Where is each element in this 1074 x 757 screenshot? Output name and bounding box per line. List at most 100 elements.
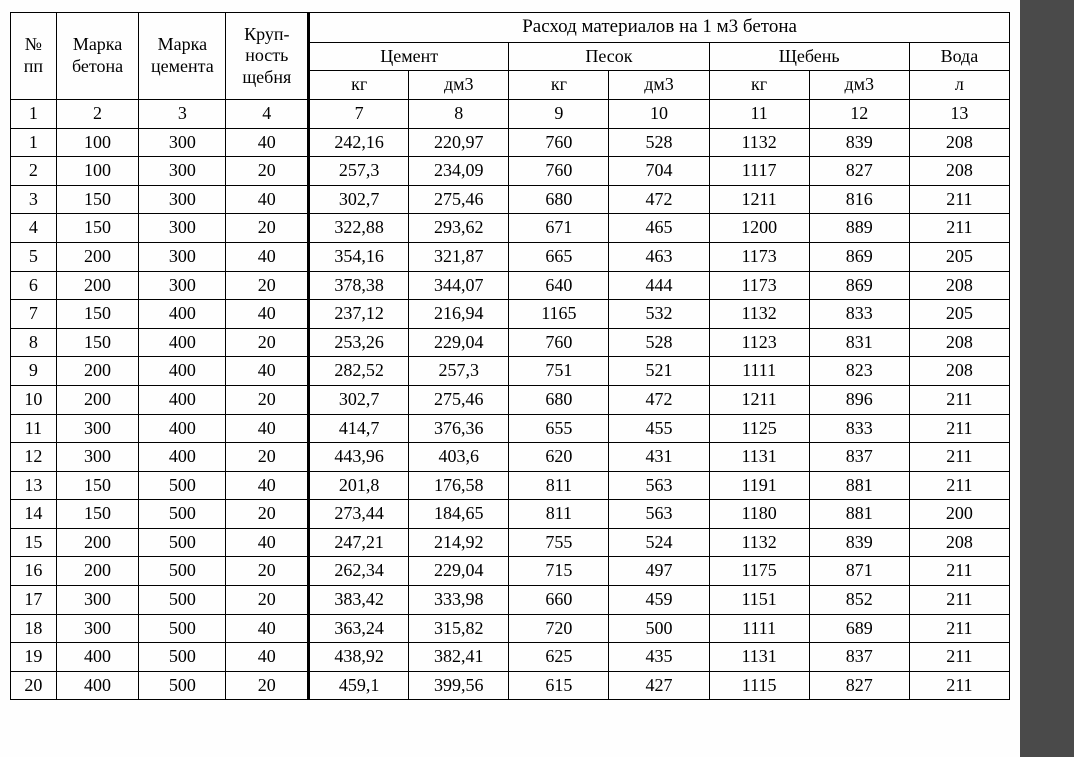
index-cell: 9 [509, 99, 609, 128]
table-cell: 211 [909, 614, 1009, 643]
table-row: 2040050020459,1399,566154271115827211 [11, 671, 1010, 700]
index-cell: 2 [56, 99, 139, 128]
table-cell: 275,46 [409, 185, 509, 214]
index-row: 123478910111213 [11, 99, 1010, 128]
table-cell: 208 [909, 157, 1009, 186]
table-cell: 4 [11, 214, 57, 243]
table-cell: 1151 [709, 586, 809, 615]
index-cell: 8 [409, 99, 509, 128]
table-cell: 19 [11, 643, 57, 672]
table-cell: 827 [809, 671, 909, 700]
table-cell: 300 [139, 128, 226, 157]
table-cell: 247,21 [309, 528, 409, 557]
table-cell: 40 [226, 357, 309, 386]
table-cell: 811 [509, 471, 609, 500]
table-cell: 660 [509, 586, 609, 615]
table-cell: 16 [11, 557, 57, 586]
table-cell: 6 [11, 271, 57, 300]
table-row: 1020040020302,7275,466804721211896211 [11, 385, 1010, 414]
table-cell: 354,16 [309, 242, 409, 271]
table-cell: 889 [809, 214, 909, 243]
table-cell: 262,34 [309, 557, 409, 586]
table-cell: 211 [909, 414, 1009, 443]
table-cell: 17 [11, 586, 57, 615]
table-cell: 1111 [709, 357, 809, 386]
table-cell: 465 [609, 214, 709, 243]
table-cell: 500 [139, 586, 226, 615]
table-cell: 500 [139, 528, 226, 557]
table-cell: 500 [139, 500, 226, 529]
table-cell: 500 [139, 614, 226, 643]
table-cell: 1132 [709, 300, 809, 329]
table-cell: 500 [139, 671, 226, 700]
table-cell: 9 [11, 357, 57, 386]
table-cell: 500 [139, 471, 226, 500]
table-cell: 625 [509, 643, 609, 672]
table-cell: 720 [509, 614, 609, 643]
table-cell: 839 [809, 528, 909, 557]
table-cell: 1173 [709, 271, 809, 300]
table-cell: 680 [509, 185, 609, 214]
table-cell: 1125 [709, 414, 809, 443]
header-water: Вода [909, 42, 1009, 71]
table-cell: 200 [56, 242, 139, 271]
table-row: 1415050020273,44184,658115631180881200 [11, 500, 1010, 529]
header-cement-dm3: дм3 [409, 71, 509, 100]
table-row: 1520050040247,21214,927555241132839208 [11, 528, 1010, 557]
table-row: 1315050040201,8176,588115631191881211 [11, 471, 1010, 500]
table-cell: 400 [56, 671, 139, 700]
table-row: 1940050040438,92382,416254351131837211 [11, 643, 1010, 672]
table-cell: 1173 [709, 242, 809, 271]
table-cell: 11 [11, 414, 57, 443]
table-cell: 532 [609, 300, 709, 329]
table-cell: 321,87 [409, 242, 509, 271]
table-cell: 852 [809, 586, 909, 615]
table-cell: 322,88 [309, 214, 409, 243]
table-header: №пп Маркабетона Маркацемента Круп-ностьщ… [11, 13, 1010, 100]
table-row: 1620050020262,34229,047154971175871211 [11, 557, 1010, 586]
table-cell: 431 [609, 443, 709, 472]
table-row: 1730050020383,42333,986604591151852211 [11, 586, 1010, 615]
table-row: 415030020322,88293,626714651200889211 [11, 214, 1010, 243]
table-row: 715040040237,12216,9411655321132833205 [11, 300, 1010, 329]
table-cell: 827 [809, 157, 909, 186]
table-cell: 563 [609, 471, 709, 500]
table-cell: 400 [139, 443, 226, 472]
table-cell: 302,7 [309, 385, 409, 414]
table-cell: 237,12 [309, 300, 409, 329]
table-cell: 1132 [709, 528, 809, 557]
table-cell: 242,16 [309, 128, 409, 157]
table-cell: 150 [56, 300, 139, 329]
table-cell: 20 [226, 586, 309, 615]
table-cell: 20 [226, 500, 309, 529]
header-gravel-size: Круп-ностьщебня [226, 13, 309, 100]
header-gravel-dm3: дм3 [809, 71, 909, 100]
header-cement: Цемент [309, 42, 509, 71]
table-cell: 459 [609, 586, 709, 615]
table-cell: 200 [56, 528, 139, 557]
table-cell: 528 [609, 328, 709, 357]
table-row: 210030020257,3234,097607041117827208 [11, 157, 1010, 186]
table-cell: 376,36 [409, 414, 509, 443]
table-cell: 438,92 [309, 643, 409, 672]
table-cell: 400 [139, 328, 226, 357]
table-cell: 655 [509, 414, 609, 443]
table-cell: 300 [139, 157, 226, 186]
table-cell: 1117 [709, 157, 809, 186]
table-cell: 40 [226, 128, 309, 157]
table-cell: 871 [809, 557, 909, 586]
table-cell: 300 [139, 242, 226, 271]
header-gravel: Щебень [709, 42, 909, 71]
table-cell: 200 [56, 271, 139, 300]
table-cell: 13 [11, 471, 57, 500]
table-cell: 671 [509, 214, 609, 243]
table-cell: 839 [809, 128, 909, 157]
page: №пп Маркабетона Маркацемента Круп-ностьщ… [0, 0, 1020, 757]
table-cell: 273,44 [309, 500, 409, 529]
table-cell: 1123 [709, 328, 809, 357]
table-cell: 3 [11, 185, 57, 214]
table-cell: 521 [609, 357, 709, 386]
table-cell: 382,41 [409, 643, 509, 672]
table-cell: 755 [509, 528, 609, 557]
table-cell: 760 [509, 128, 609, 157]
